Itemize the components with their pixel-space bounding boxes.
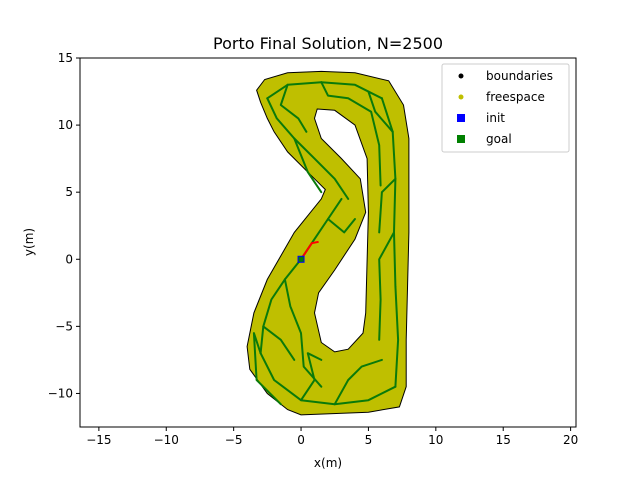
y-tick-label: −10	[48, 386, 73, 400]
y-tick-label: 15	[58, 51, 73, 65]
legend-marker	[457, 114, 465, 122]
tree-branch	[378, 177, 397, 234]
tree-branch	[259, 258, 302, 355]
y-tick-label: 0	[65, 252, 73, 266]
outer-boundary	[246, 70, 410, 416]
x-tick-label: −5	[225, 433, 243, 447]
x-tick-label: 0	[297, 433, 305, 447]
tree-branch	[327, 218, 356, 234]
legend-label: goal	[486, 132, 512, 146]
tree-branch	[320, 81, 382, 187]
x-tick-label: 15	[496, 433, 511, 447]
chart-title: Porto Final Solution, N=2500	[213, 34, 443, 53]
tree-branch	[279, 83, 308, 133]
y-tick-label: 10	[58, 118, 73, 132]
x-tick-label: 10	[428, 433, 443, 447]
tree-branch	[262, 325, 296, 361]
inner-boundary	[313, 108, 369, 353]
tree-branch	[283, 278, 323, 388]
x-tick-label: 20	[563, 433, 578, 447]
tree-branch	[259, 352, 397, 406]
goal-marker	[298, 256, 304, 262]
y-tick-label: 5	[65, 185, 73, 199]
legend-label: boundaries	[486, 69, 553, 83]
legend-box	[441, 63, 570, 153]
x-tick-label: −10	[154, 433, 179, 447]
legend-marker	[458, 94, 464, 100]
axis-layer: −15 −10 −5 0 5 10 15 20 15 10 5 0 −5 −10	[48, 51, 579, 447]
freespace-region	[247, 71, 409, 415]
x-tick-label: −15	[86, 433, 111, 447]
axes-frame	[79, 57, 577, 428]
tree-branch	[378, 231, 395, 341]
plot-layer	[246, 70, 410, 416]
tree-branch	[266, 97, 350, 200]
tree-branch	[252, 332, 282, 406]
tree-branch	[367, 90, 394, 133]
legend: boundaries freespace init goal	[441, 63, 570, 153]
x-tick-label: 5	[365, 433, 373, 447]
y-axis-label: y(m)	[22, 228, 36, 256]
tree-branch	[333, 358, 383, 406]
legend-label: init	[486, 111, 505, 125]
tree-branch	[300, 352, 323, 402]
x-axis-label: x(m)	[314, 456, 342, 470]
legend-label: freespace	[486, 90, 545, 104]
tree-branch	[293, 137, 323, 194]
legend-marker	[458, 73, 464, 79]
solution-path	[300, 240, 319, 260]
legend-marker	[457, 135, 465, 143]
y-tick-label: −5	[55, 319, 73, 333]
